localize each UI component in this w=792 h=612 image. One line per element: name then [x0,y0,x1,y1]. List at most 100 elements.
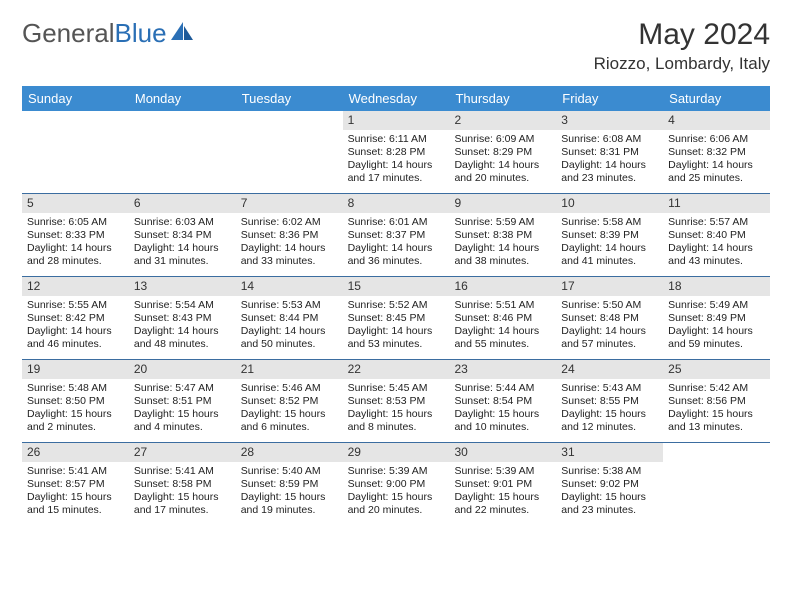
calendar-cell-empty [663,443,770,525]
sunset-text: Sunset: 8:28 PM [348,146,445,159]
day-header-monday: Monday [129,86,236,111]
sunset-text: Sunset: 8:42 PM [27,312,124,325]
sunset-text: Sunset: 8:36 PM [241,229,338,242]
sunset-text: Sunset: 8:56 PM [668,395,765,408]
sunrise-text: Sunrise: 5:46 AM [241,382,338,395]
calendar-cell: 10Sunrise: 5:58 AMSunset: 8:39 PMDayligh… [556,194,663,276]
day-number: 2 [449,111,556,130]
sunset-text: Sunset: 8:48 PM [561,312,658,325]
daylight-text: and 46 minutes. [27,338,124,351]
calendar-cell: 15Sunrise: 5:52 AMSunset: 8:45 PMDayligh… [343,277,450,359]
daylight-text: Daylight: 14 hours [561,242,658,255]
sunset-text: Sunset: 8:33 PM [27,229,124,242]
daylight-text: Daylight: 15 hours [454,408,551,421]
sunset-text: Sunset: 8:50 PM [27,395,124,408]
sunset-text: Sunset: 8:32 PM [668,146,765,159]
daylight-text: and 22 minutes. [454,504,551,517]
daylight-text: Daylight: 14 hours [134,325,231,338]
daylight-text: Daylight: 14 hours [454,159,551,172]
day-header-friday: Friday [556,86,663,111]
day-number: 8 [343,194,450,213]
daylight-text: Daylight: 14 hours [348,242,445,255]
day-number: 26 [22,443,129,462]
sunset-text: Sunset: 8:54 PM [454,395,551,408]
sunrise-text: Sunrise: 6:09 AM [454,133,551,146]
daylight-text: Daylight: 14 hours [454,325,551,338]
day-number: 19 [22,360,129,379]
sunset-text: Sunset: 8:39 PM [561,229,658,242]
sunset-text: Sunset: 8:57 PM [27,478,124,491]
daylight-text: Daylight: 15 hours [561,491,658,504]
daylight-text: and 31 minutes. [134,255,231,268]
sunrise-text: Sunrise: 6:03 AM [134,216,231,229]
calendar-cell: 14Sunrise: 5:53 AMSunset: 8:44 PMDayligh… [236,277,343,359]
week-row: 26Sunrise: 5:41 AMSunset: 8:57 PMDayligh… [22,442,770,525]
daylight-text: Daylight: 14 hours [27,325,124,338]
day-number: 30 [449,443,556,462]
sunrise-text: Sunrise: 5:41 AM [27,465,124,478]
daylight-text: and 28 minutes. [27,255,124,268]
daylight-text: Daylight: 14 hours [561,325,658,338]
calendar-cell: 27Sunrise: 5:41 AMSunset: 8:58 PMDayligh… [129,443,236,525]
sunset-text: Sunset: 8:46 PM [454,312,551,325]
daylight-text: Daylight: 15 hours [134,408,231,421]
daylight-text: and 23 minutes. [561,172,658,185]
calendar-cell: 28Sunrise: 5:40 AMSunset: 8:59 PMDayligh… [236,443,343,525]
day-number: 4 [663,111,770,130]
day-number: 28 [236,443,343,462]
daylight-text: Daylight: 15 hours [348,408,445,421]
calendar-cell: 6Sunrise: 6:03 AMSunset: 8:34 PMDaylight… [129,194,236,276]
sunrise-text: Sunrise: 5:50 AM [561,299,658,312]
sunset-text: Sunset: 8:55 PM [561,395,658,408]
logo-text-1: General [22,18,115,49]
daylight-text: and 33 minutes. [241,255,338,268]
calendar-cell-empty [129,111,236,193]
daylight-text: and 19 minutes. [241,504,338,517]
sunset-text: Sunset: 8:53 PM [348,395,445,408]
calendar-cell: 19Sunrise: 5:48 AMSunset: 8:50 PMDayligh… [22,360,129,442]
sunset-text: Sunset: 8:40 PM [668,229,765,242]
sunset-text: Sunset: 8:29 PM [454,146,551,159]
calendar-cell: 30Sunrise: 5:39 AMSunset: 9:01 PMDayligh… [449,443,556,525]
calendar-cell: 3Sunrise: 6:08 AMSunset: 8:31 PMDaylight… [556,111,663,193]
daylight-text: and 10 minutes. [454,421,551,434]
sunset-text: Sunset: 8:38 PM [454,229,551,242]
sunrise-text: Sunrise: 5:41 AM [134,465,231,478]
day-header-saturday: Saturday [663,86,770,111]
calendar-cell: 22Sunrise: 5:45 AMSunset: 8:53 PMDayligh… [343,360,450,442]
page-title: May 2024 [594,18,770,52]
day-number: 22 [343,360,450,379]
calendar-cell: 23Sunrise: 5:44 AMSunset: 8:54 PMDayligh… [449,360,556,442]
sunrise-text: Sunrise: 5:42 AM [668,382,765,395]
calendar-cell: 25Sunrise: 5:42 AMSunset: 8:56 PMDayligh… [663,360,770,442]
sunrise-text: Sunrise: 6:02 AM [241,216,338,229]
daylight-text: Daylight: 15 hours [134,491,231,504]
sunset-text: Sunset: 8:49 PM [668,312,765,325]
daylight-text: Daylight: 14 hours [668,325,765,338]
daylight-text: and 41 minutes. [561,255,658,268]
calendar-cell: 31Sunrise: 5:38 AMSunset: 9:02 PMDayligh… [556,443,663,525]
calendar-cell: 8Sunrise: 6:01 AMSunset: 8:37 PMDaylight… [343,194,450,276]
daylight-text: and 12 minutes. [561,421,658,434]
daylight-text: Daylight: 15 hours [241,408,338,421]
day-number: 6 [129,194,236,213]
calendar: SundayMondayTuesdayWednesdayThursdayFrid… [22,86,770,525]
sunset-text: Sunset: 8:31 PM [561,146,658,159]
daylight-text: Daylight: 14 hours [241,325,338,338]
sunrise-text: Sunrise: 5:57 AM [668,216,765,229]
calendar-cell: 24Sunrise: 5:43 AMSunset: 8:55 PMDayligh… [556,360,663,442]
calendar-cell-empty [236,111,343,193]
day-number: 27 [129,443,236,462]
daylight-text: and 20 minutes. [348,504,445,517]
day-number: 14 [236,277,343,296]
sunrise-text: Sunrise: 6:05 AM [27,216,124,229]
calendar-cell: 16Sunrise: 5:51 AMSunset: 8:46 PMDayligh… [449,277,556,359]
day-number: 17 [556,277,663,296]
calendar-cell: 12Sunrise: 5:55 AMSunset: 8:42 PMDayligh… [22,277,129,359]
day-number: 23 [449,360,556,379]
day-headers-row: SundayMondayTuesdayWednesdayThursdayFrid… [22,86,770,111]
week-row: 5Sunrise: 6:05 AMSunset: 8:33 PMDaylight… [22,193,770,276]
title-block: May 2024 Riozzo, Lombardy, Italy [594,18,770,74]
daylight-text: and 17 minutes. [134,504,231,517]
sunset-text: Sunset: 8:59 PM [241,478,338,491]
